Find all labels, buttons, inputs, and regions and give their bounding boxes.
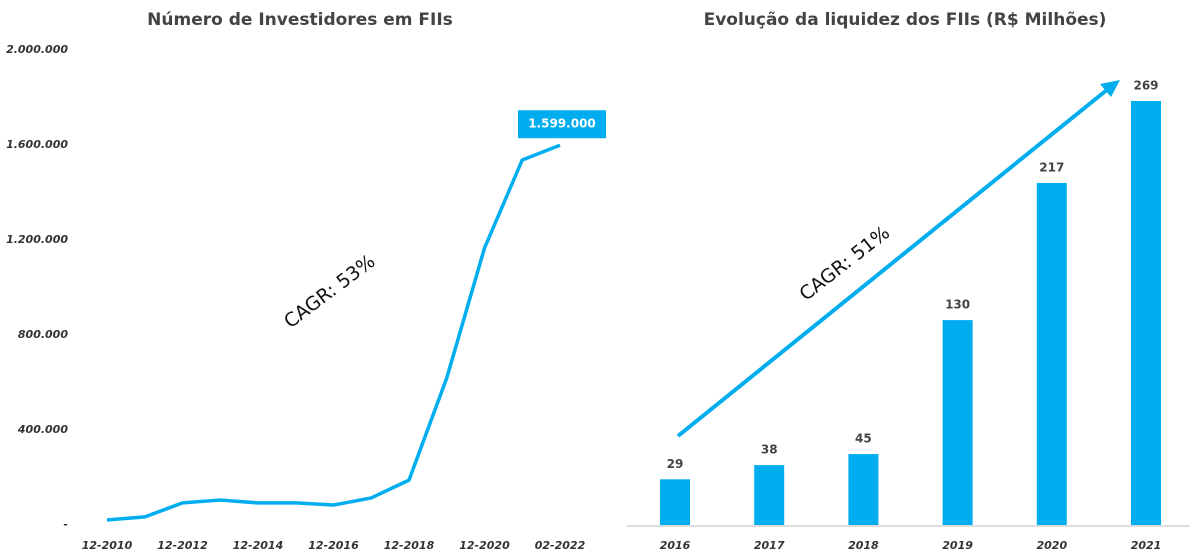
chart-title: Evolução da liquidez dos FIIs (R$ Milhõe… (704, 10, 1107, 30)
x-tick-label: 2021 (1131, 539, 1162, 552)
value-label: 45 (855, 432, 872, 446)
y-tick-label: 400.000 (17, 423, 68, 436)
chart-title: Número de Investidores em FIIs (147, 10, 453, 30)
x-tick-label: 2019 (942, 539, 973, 552)
value-label: 130 (945, 298, 970, 312)
y-tick-label: 2.000.000 (6, 43, 68, 56)
bar (1036, 182, 1067, 525)
value-label: 217 (1039, 160, 1064, 174)
x-tick-label: 12-2010 (82, 539, 133, 552)
trend-arrow (676, 87, 1110, 438)
bar (942, 320, 973, 525)
annotation: CAGR: 51% (795, 222, 894, 306)
x-tick-label: 02-2022 (535, 539, 586, 552)
x-tick-label: 2020 (1036, 539, 1067, 552)
bar (660, 479, 690, 525)
x-tick-label: 12-2012 (157, 539, 208, 552)
x-tick-label: 12-2016 (308, 539, 359, 552)
y-tick-label: 1.200.000 (6, 233, 68, 246)
y-tick-label: - (63, 518, 68, 531)
x-tick-label: 12-2020 (459, 539, 510, 552)
value-label: 29 (667, 457, 684, 471)
bar (848, 454, 879, 525)
y-tick-label: 1.600.000 (6, 138, 68, 151)
bar (754, 465, 785, 525)
value-label: 269 (1133, 79, 1158, 93)
value-label-box (518, 110, 606, 139)
bar (1131, 101, 1161, 525)
value-label: 1.599.000 (528, 117, 596, 131)
value-label: 38 (761, 443, 778, 457)
x-tick-label: 2016 (660, 539, 691, 552)
x-tick-label: 2017 (754, 539, 785, 552)
arrow-head (1100, 80, 1120, 97)
x-tick-label: 12-2018 (384, 539, 435, 552)
annotation: CAGR: 53% (280, 250, 379, 333)
y-tick-label: 800.000 (18, 328, 68, 341)
x-tick-label: 2018 (848, 539, 879, 552)
line (106, 143, 561, 522)
x-tick-label: 12-2014 (233, 539, 284, 552)
